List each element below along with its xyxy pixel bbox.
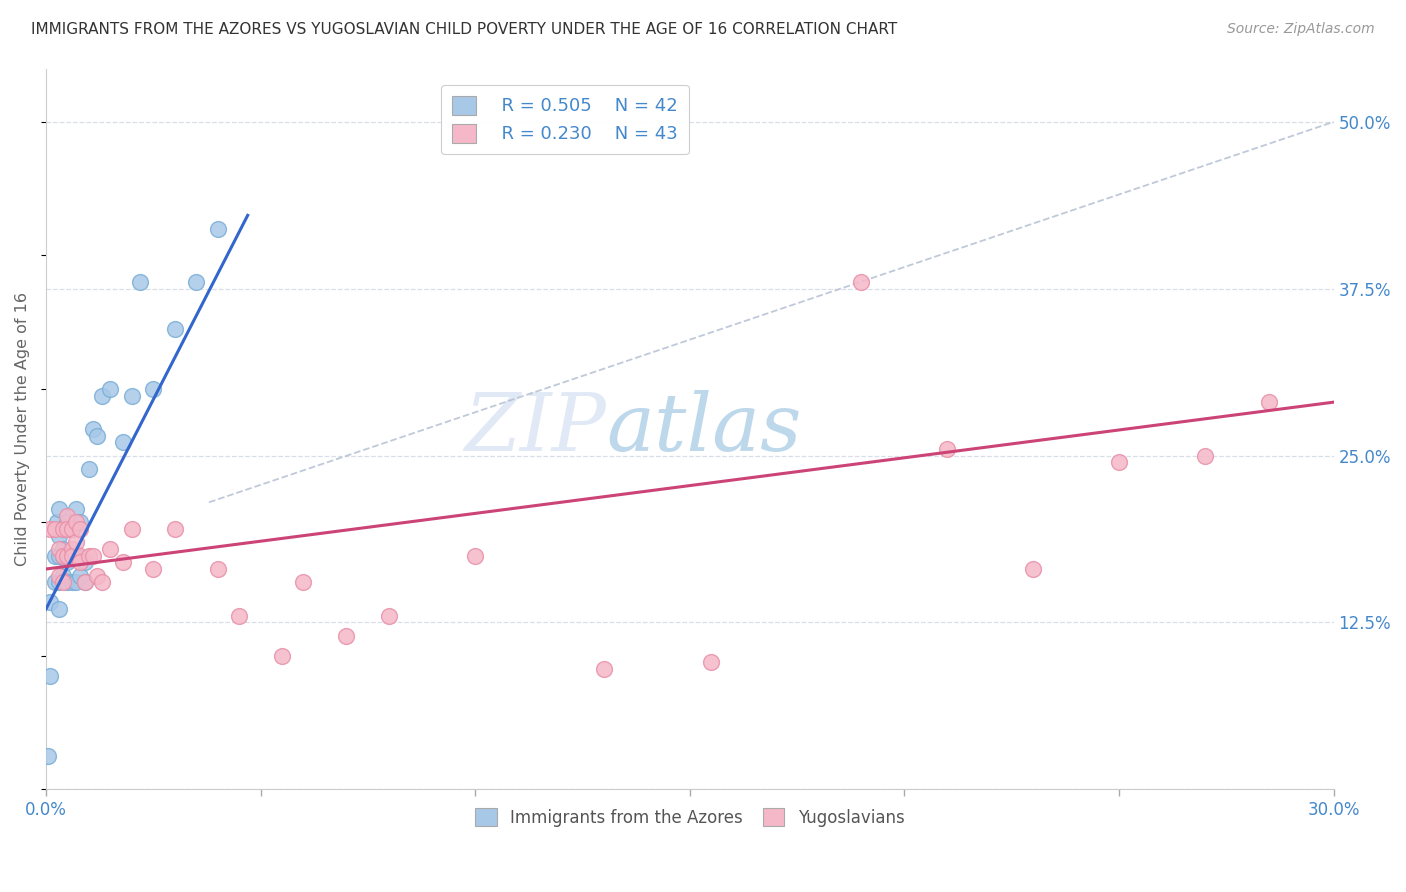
- Point: [60, 541, 83, 556]
- Point: [186, 275, 208, 289]
- Point: [56, 555, 79, 569]
- Point: [69, 555, 91, 569]
- Point: [60, 549, 83, 563]
- Point: [48, 541, 70, 556]
- Point: [52, 575, 75, 590]
- Point: [73, 575, 96, 590]
- Point: [56, 549, 79, 563]
- Point: [44, 549, 66, 563]
- Point: [77, 462, 100, 476]
- Point: [52, 549, 75, 563]
- Point: [65, 549, 87, 563]
- Point: [90, 575, 112, 590]
- Point: [52, 522, 75, 536]
- Point: [48, 568, 70, 582]
- Point: [52, 541, 75, 556]
- Point: [45, 516, 67, 530]
- Point: [1108, 455, 1130, 469]
- Point: [228, 608, 250, 623]
- Point: [335, 629, 357, 643]
- Point: [73, 555, 96, 569]
- Point: [56, 549, 79, 563]
- Text: Source: ZipAtlas.com: Source: ZipAtlas.com: [1227, 22, 1375, 37]
- Point: [48, 502, 70, 516]
- Point: [86, 568, 108, 582]
- Point: [69, 549, 91, 563]
- Text: IMMIGRANTS FROM THE AZORES VS YUGOSLAVIAN CHILD POVERTY UNDER THE AGE OF 16 CORR: IMMIGRANTS FROM THE AZORES VS YUGOSLAVIA…: [31, 22, 897, 37]
- Point: [90, 388, 112, 402]
- Point: [77, 549, 100, 563]
- Point: [1258, 395, 1281, 409]
- Text: ZIP: ZIP: [464, 390, 606, 467]
- Point: [39, 522, 62, 536]
- Point: [163, 522, 186, 536]
- Point: [56, 575, 79, 590]
- Point: [271, 648, 294, 663]
- Y-axis label: Child Poverty Under the Age of 16: Child Poverty Under the Age of 16: [15, 292, 30, 566]
- Point: [98, 541, 121, 556]
- Point: [48, 528, 70, 542]
- Point: [142, 562, 165, 576]
- Point: [207, 221, 229, 235]
- Point: [121, 388, 143, 402]
- Point: [56, 508, 79, 523]
- Point: [65, 535, 87, 549]
- Point: [112, 435, 135, 450]
- Point: [292, 575, 315, 590]
- Point: [98, 382, 121, 396]
- Point: [69, 568, 91, 582]
- Point: [378, 608, 401, 623]
- Point: [56, 516, 79, 530]
- Point: [44, 522, 66, 536]
- Point: [851, 275, 873, 289]
- Point: [207, 562, 229, 576]
- Point: [60, 575, 83, 590]
- Point: [129, 275, 152, 289]
- Point: [69, 516, 91, 530]
- Point: [39, 669, 62, 683]
- Point: [86, 428, 108, 442]
- Text: atlas: atlas: [606, 390, 801, 467]
- Point: [52, 522, 75, 536]
- Point: [121, 522, 143, 536]
- Point: [52, 568, 75, 582]
- Point: [1022, 562, 1045, 576]
- Point: [39, 595, 62, 609]
- Point: [44, 575, 66, 590]
- Point: [464, 549, 486, 563]
- Point: [52, 549, 75, 563]
- Point: [593, 662, 616, 676]
- Point: [53, 522, 76, 536]
- Point: [1194, 449, 1216, 463]
- Legend: Immigrants from the Azores, Yugoslavians: Immigrants from the Azores, Yugoslavians: [467, 799, 912, 835]
- Point: [48, 575, 70, 590]
- Point: [73, 575, 96, 590]
- Point: [65, 575, 87, 590]
- Point: [60, 522, 83, 536]
- Point: [163, 322, 186, 336]
- Point: [56, 522, 79, 536]
- Point: [69, 522, 91, 536]
- Point: [37, 748, 59, 763]
- Point: [82, 549, 104, 563]
- Point: [48, 549, 70, 563]
- Point: [112, 555, 135, 569]
- Point: [65, 516, 87, 530]
- Point: [700, 656, 723, 670]
- Point: [82, 422, 104, 436]
- Point: [936, 442, 959, 456]
- Point: [65, 502, 87, 516]
- Point: [60, 549, 83, 563]
- Point: [48, 602, 70, 616]
- Point: [142, 382, 165, 396]
- Point: [60, 522, 83, 536]
